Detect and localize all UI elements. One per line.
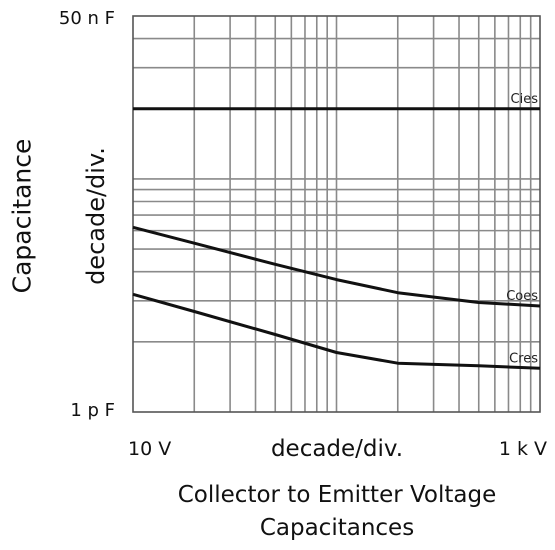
series-label-cres: Cres: [509, 351, 538, 366]
series-label-cies: Cies: [511, 92, 539, 107]
y-tick-label-top: 50 n F: [58, 8, 115, 29]
series-line-coes: [132, 225, 541, 308]
y-tick-label-bottom: 1 p F: [70, 400, 115, 421]
series-line-cres: [132, 292, 541, 370]
chart-subtitle: Capacitances: [259, 515, 415, 541]
x-axis-scale-label: decade/div.: [270, 436, 404, 462]
x-tick-label-right: 1 k V: [498, 438, 547, 460]
y-axis-title: Capacitance: [7, 138, 37, 294]
series-label-coes: Coes: [506, 289, 538, 304]
y-axis-scale-label: decade/div.: [82, 147, 110, 285]
x-tick-label-left: 10 V: [128, 438, 172, 460]
x-axis-title: Collector to Emitter Voltage: [177, 482, 497, 508]
plot-frame: [132, 15, 541, 413]
